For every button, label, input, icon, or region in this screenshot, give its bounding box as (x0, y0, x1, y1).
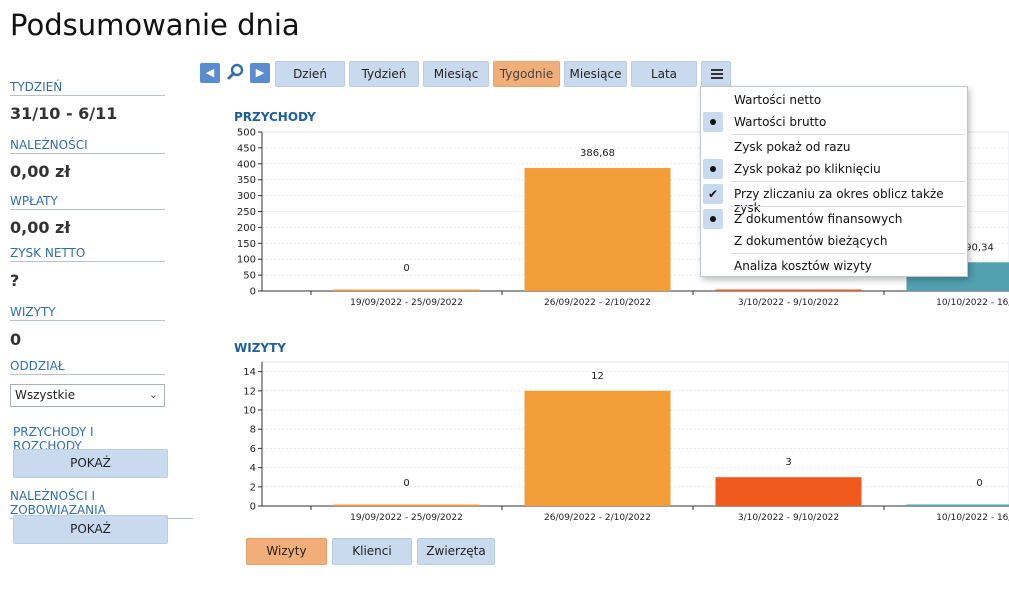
y-tick-label: 50 (243, 271, 256, 282)
receivables-value: 0,00 zł (10, 162, 71, 181)
y-tick-label: 350 (237, 175, 256, 186)
plot-area (261, 361, 1009, 507)
data-label: 0 (403, 478, 409, 489)
menu-item-visit-cost-analysis[interactable]: Analiza kosztów wizyty (734, 259, 872, 273)
y-tick-label: 100 (237, 255, 256, 266)
y-tick-label: 200 (237, 223, 256, 234)
tab-clients[interactable]: Klienci (332, 538, 412, 565)
bar (715, 289, 862, 291)
tab-visits[interactable]: Wizyty (246, 538, 327, 565)
period-week-button[interactable]: Tydzień (349, 61, 419, 87)
y-tick-label: 500 (237, 128, 256, 139)
x-tick-label: 3/10/2022 - 9/10/2022 (738, 513, 839, 523)
data-label: 0 (976, 478, 982, 489)
y-tick-label: 450 (237, 143, 256, 154)
arrow-right-icon[interactable]: ▶ (250, 63, 270, 83)
visits-value: 0 (10, 330, 22, 349)
x-tick-label: 10/10/2022 - 16/10 (936, 298, 1009, 308)
y-tick-label: 300 (237, 191, 256, 202)
menu-separator (731, 253, 965, 254)
page-title: Podsumowanie dnia (10, 8, 300, 42)
bar (333, 289, 480, 291)
visits-section-title: WIZYTY (234, 341, 286, 355)
data-label: 386,68 (580, 148, 615, 159)
tab-animals[interactable]: Zwierzęta (417, 538, 495, 565)
net-profit-label: ZYSK NETTO (10, 246, 165, 262)
menu-item-profit-on-click[interactable]: Zysk pokaż po kliknięciu (701, 158, 967, 180)
y-tick-label: 0 (250, 502, 256, 513)
radio-dot-icon (703, 159, 723, 179)
show-income-expenses-button[interactable]: POKAŻ (13, 449, 168, 478)
x-tick-label: 19/09/2022 - 25/09/2022 (350, 513, 463, 523)
y-tick-label: 400 (237, 159, 256, 170)
y-tick-label: 0 (250, 287, 256, 298)
checkmark-icon: ✔ (703, 184, 723, 204)
y-tick-label: 8 (250, 425, 256, 436)
radio-dot-icon (703, 112, 723, 132)
week-label: TYDZIEŃ (10, 80, 165, 96)
period-weeks-button[interactable]: Tygodnie (493, 61, 560, 87)
branch-select[interactable]: Wszystkie ⌄ (10, 384, 165, 407)
menu-item-calc-profit[interactable]: ✔ Przy zliczaniu za okres oblicz także z… (701, 183, 967, 215)
x-tick-label: 26/09/2022 - 2/10/2022 (544, 513, 651, 523)
data-label: 90,34 (965, 242, 994, 253)
bar (906, 504, 1009, 506)
period-day-button[interactable]: Dzień (275, 61, 345, 87)
menu-item-profit-immediately[interactable]: Zysk pokaż od razu (734, 140, 851, 154)
branch-label: ODDZIAŁ (10, 359, 165, 375)
y-tick-label: 14 (243, 367, 256, 378)
show-receivables-liabilities-button[interactable]: POKAŻ (13, 515, 168, 544)
menu-separator (731, 206, 965, 207)
data-label: 3 (785, 457, 791, 468)
x-tick-label: 26/09/2022 - 2/10/2022 (544, 298, 651, 308)
menu-item-financial-docs[interactable]: Z dokumentów finansowych (701, 208, 967, 230)
receivables-label: NALEŻNOŚCI (10, 138, 165, 154)
y-tick-label: 4 (250, 463, 256, 474)
arrow-left-icon[interactable]: ◀ (200, 63, 220, 83)
period-month-button[interactable]: Miesiąc (423, 61, 489, 87)
branch-select-value: Wszystkie (15, 388, 76, 402)
menu-item-current-docs[interactable]: Z dokumentów bieżących (734, 234, 888, 248)
period-months-button[interactable]: Miesiące (564, 61, 627, 87)
chevron-down-icon: ⌄ (148, 388, 158, 401)
options-menu: Wartości netto Wartości brutto Zysk poka… (700, 86, 968, 277)
menu-item-gross-values[interactable]: Wartości brutto (701, 111, 967, 133)
visits-label: WIZYTY (10, 305, 165, 321)
search-icon[interactable] (226, 62, 246, 82)
revenue-section-title: PRZYCHODY (234, 110, 316, 124)
payments-value: 0,00 zł (10, 218, 71, 237)
bar (333, 504, 480, 506)
hamburger-icon[interactable] (701, 61, 731, 87)
bar (524, 390, 671, 506)
data-label: 12 (591, 371, 604, 382)
bar (715, 477, 862, 506)
x-tick-label: 3/10/2022 - 9/10/2022 (738, 298, 839, 308)
y-tick-label: 250 (237, 207, 256, 218)
bar (524, 168, 671, 291)
data-label: 0 (403, 263, 409, 274)
y-tick-label: 6 (250, 444, 256, 455)
x-tick-label: 19/09/2022 - 25/09/2022 (350, 298, 463, 308)
menu-item-net-values[interactable]: Wartości netto (734, 93, 822, 107)
menu-separator (731, 181, 965, 182)
y-tick-label: 150 (237, 239, 256, 250)
x-tick-label: 10/10/2022 - 16/10 (936, 513, 1009, 523)
week-value: 31/10 - 6/11 (10, 104, 118, 123)
y-tick-label: 12 (243, 386, 256, 397)
radio-dot-icon (703, 209, 723, 229)
menu-separator (731, 134, 965, 135)
payments-label: WPŁATY (10, 194, 165, 210)
net-profit-value: ? (10, 271, 20, 290)
period-years-button[interactable]: Lata (631, 61, 697, 87)
y-tick-label: 10 (243, 406, 256, 417)
y-tick-label: 2 (250, 482, 256, 493)
